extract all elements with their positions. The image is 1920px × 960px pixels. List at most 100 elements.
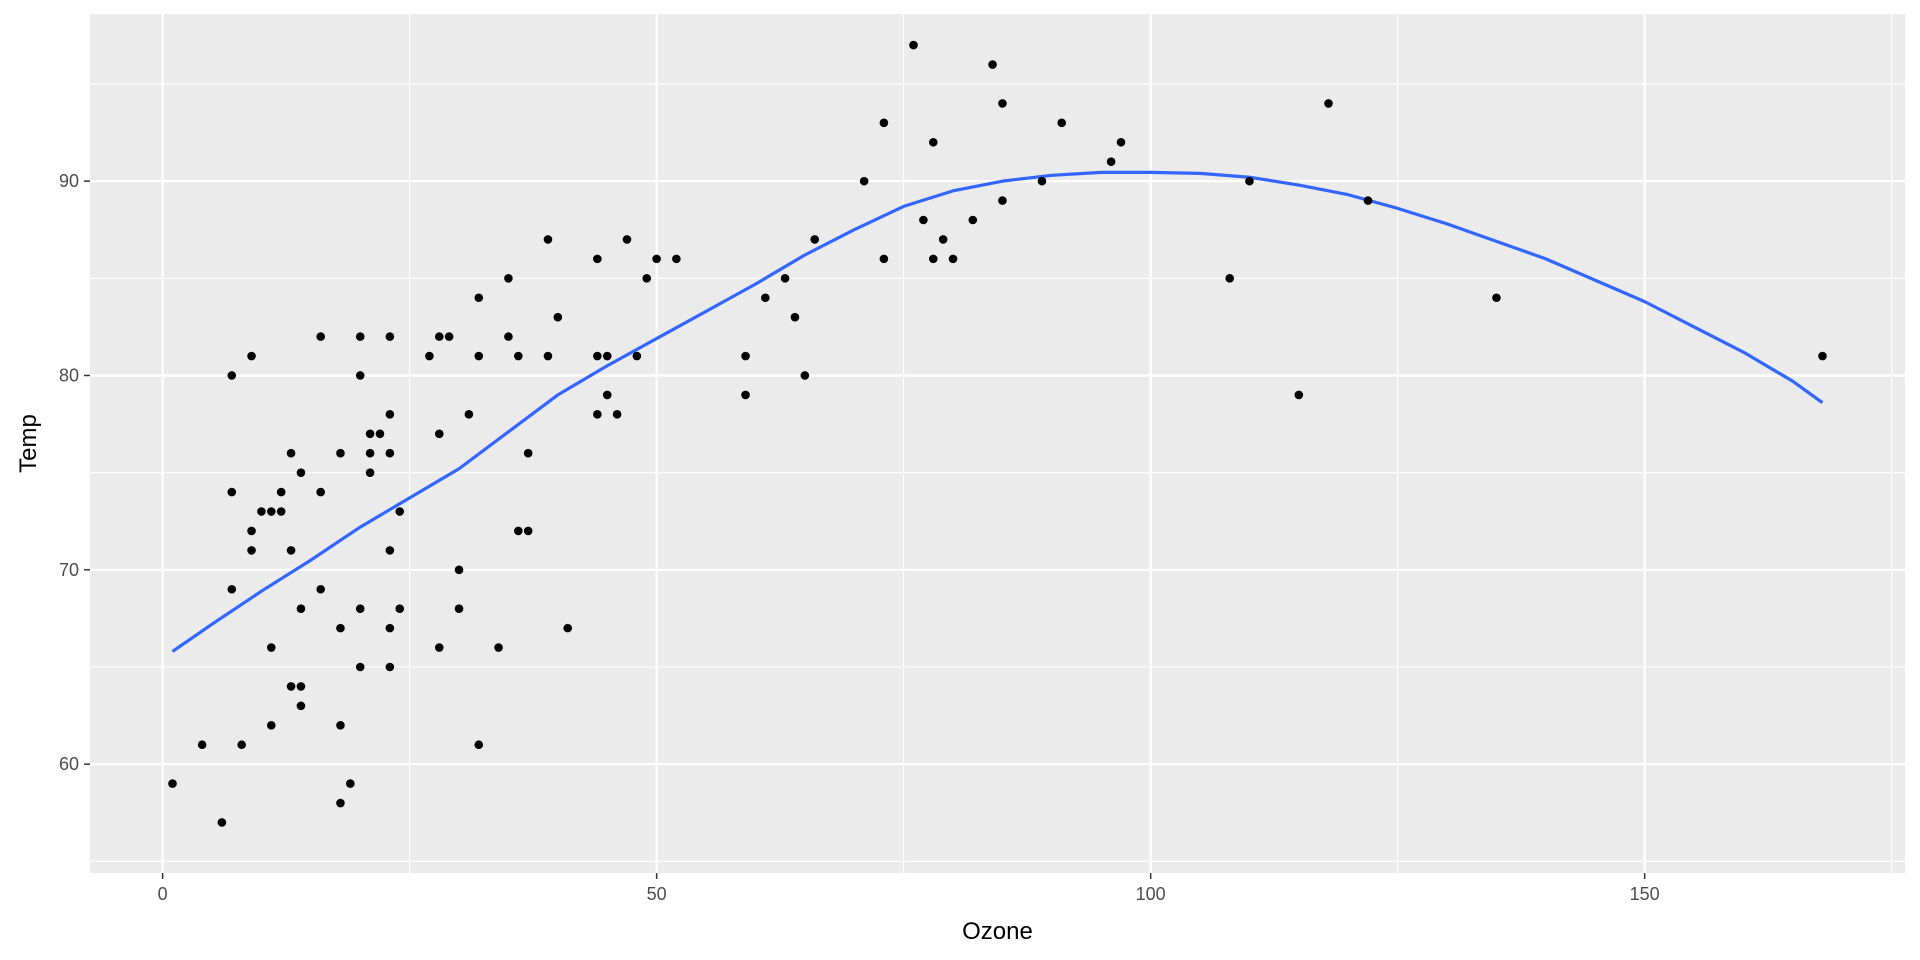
- data-point: [434, 429, 444, 439]
- data-point: [928, 137, 938, 147]
- smooth-curve-group: [171, 170, 1824, 653]
- data-point: [296, 604, 306, 613]
- data-point: [741, 351, 750, 361]
- data-point: [938, 235, 948, 244]
- data-point: [612, 410, 622, 419]
- data-point: [1245, 176, 1254, 186]
- data-point: [385, 448, 395, 458]
- data-point: [810, 235, 820, 244]
- data-point: [1294, 390, 1304, 400]
- data-point: [276, 487, 286, 497]
- data-point: [434, 332, 444, 341]
- data-point: [395, 604, 405, 613]
- x-tick-label: 50: [647, 884, 667, 904]
- data-point: [227, 584, 237, 594]
- data-point: [602, 390, 612, 400]
- data-point: [504, 332, 513, 341]
- data-point: [1225, 274, 1234, 283]
- x-axis-title: Ozone: [962, 918, 1033, 945]
- data-point: [385, 623, 395, 633]
- data-point: [385, 662, 395, 672]
- x-tick-label: 100: [1136, 884, 1166, 904]
- data-point: [286, 546, 296, 555]
- data-point: [474, 351, 484, 361]
- data-point: [1818, 351, 1827, 361]
- y-tick-label: 60: [59, 754, 79, 774]
- plot-panel: [90, 14, 1905, 873]
- data-point: [385, 410, 395, 419]
- data-point: [928, 254, 938, 264]
- data-point: [355, 371, 365, 380]
- data-point: [395, 507, 405, 516]
- data-point: [1037, 176, 1047, 186]
- data-point: [276, 507, 286, 516]
- data-point: [968, 215, 978, 225]
- data-point: [988, 60, 997, 69]
- data-point: [602, 351, 612, 361]
- data-point: [790, 312, 800, 322]
- data-point: [227, 371, 237, 380]
- data-point: [642, 274, 652, 283]
- data-point: [514, 526, 523, 536]
- data-point: [385, 332, 395, 341]
- data-point: [879, 118, 889, 128]
- data-point: [296, 701, 306, 711]
- data-point: [780, 274, 790, 283]
- data-point: [346, 779, 355, 788]
- data-point: [652, 254, 661, 264]
- data-point: [593, 351, 602, 361]
- data-point: [948, 254, 958, 264]
- data-point: [355, 332, 365, 341]
- data-point: [454, 565, 464, 575]
- data-point: [296, 468, 306, 477]
- data-point: [227, 487, 237, 497]
- data-point: [1363, 196, 1373, 205]
- data-point: [553, 312, 563, 322]
- data-point: [336, 798, 345, 808]
- data-point: [375, 429, 385, 439]
- y-tick-label: 80: [59, 365, 79, 385]
- data-point: [919, 215, 928, 225]
- data-point: [257, 507, 266, 516]
- data-point: [237, 740, 246, 750]
- data-point: [385, 546, 395, 555]
- data-point: [296, 682, 306, 691]
- data-point: [336, 623, 345, 633]
- data-point: [365, 468, 375, 477]
- data-point: [523, 526, 533, 536]
- data-point: [444, 332, 454, 341]
- data-point: [464, 410, 474, 419]
- y-tick-label: 90: [59, 171, 79, 191]
- data-point: [909, 40, 918, 50]
- data-point: [316, 487, 326, 497]
- data-point: [365, 448, 375, 458]
- data-point: [1116, 137, 1126, 147]
- x-tick-label: 0: [158, 884, 168, 904]
- data-point: [168, 779, 177, 788]
- y-axis: 60 70 80 90: [59, 171, 90, 774]
- data-point: [474, 740, 484, 750]
- data-point: [998, 99, 1007, 108]
- data-point: [494, 643, 503, 652]
- data-point: [316, 584, 326, 594]
- data-point: [217, 818, 227, 827]
- data-point: [316, 332, 326, 341]
- data-point: [247, 351, 256, 361]
- data-point: [247, 526, 256, 536]
- data-point: [454, 604, 464, 613]
- data-point: [1057, 118, 1067, 128]
- data-point: [267, 721, 276, 730]
- x-axis: 0 50 100 150: [158, 873, 1660, 904]
- data-point: [1492, 293, 1501, 303]
- major-gridlines: [90, 14, 1905, 873]
- data-point: [1106, 157, 1116, 166]
- data-point: [998, 196, 1007, 205]
- data-point: [247, 546, 256, 555]
- data-point: [859, 176, 869, 186]
- y-axis-title: Temp: [15, 414, 42, 473]
- minor-gridlines: [90, 14, 1905, 873]
- data-point: [474, 293, 484, 303]
- data-point: [355, 662, 365, 672]
- x-tick-label: 150: [1630, 884, 1660, 904]
